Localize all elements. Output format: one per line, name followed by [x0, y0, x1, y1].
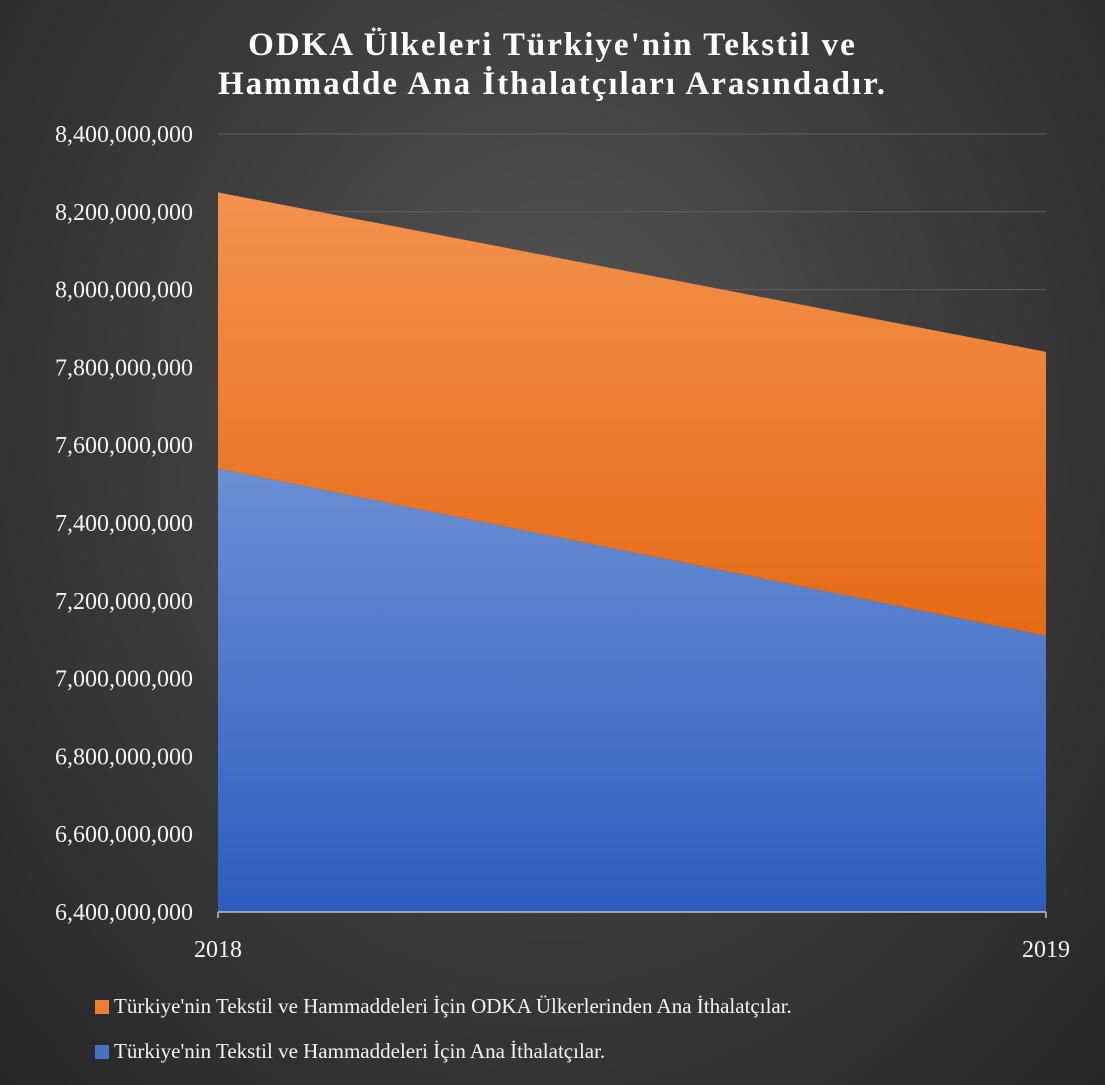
x-tick-label: 2019 — [1022, 937, 1070, 963]
y-tick-label: 8,400,000,000 — [55, 122, 193, 148]
x-axis — [217, 911, 1047, 918]
chart-title-line-2: Hammadde Ana İthalatçıları Arasındadır. — [217, 66, 888, 102]
legend-label-main-importers: Türkiye'nin Tekstil ve Hammaddeleri İçin… — [114, 1039, 606, 1063]
legend-item-odka-importers: Türkiye'nin Tekstil ve Hammaddeleri İçin… — [95, 994, 792, 1019]
area-series-2 — [218, 192, 1046, 636]
y-tick-label: 8,200,000,000 — [55, 200, 193, 226]
x-tick-label: 2018 — [194, 937, 242, 963]
y-tick-label: 7,000,000,000 — [55, 667, 193, 693]
y-tick-label: 7,800,000,000 — [55, 355, 193, 381]
y-tick-label: 6,600,000,000 — [55, 822, 193, 848]
y-tick-label: 7,200,000,000 — [55, 589, 193, 615]
y-axis-tick-labels: 6,400,000,000 6,600,000,000 6,800,000,000 7… — [55, 122, 193, 926]
y-tick-label: 7,400,000,000 — [55, 511, 193, 537]
chart-title: ODKA Ülkeleri Türkiye'nin Tekstil ve Ham… — [0, 26, 1105, 104]
y-tick-label: 6,400,000,000 — [55, 900, 193, 926]
legend-label-odka-importers: Türkiye'nin Tekstil ve Hammaddeleri İçin… — [114, 994, 792, 1018]
y-tick-label: 7,600,000,000 — [55, 433, 193, 459]
y-tick-label: 8,000,000,000 — [55, 278, 193, 304]
legend-item-main-importers: Türkiye'nin Tekstil ve Hammaddeleri İçin… — [95, 1039, 605, 1064]
area-series-1 — [218, 468, 1046, 912]
chart-title-line-1: ODKA Ülkeleri Türkiye'nin Tekstil ve — [248, 27, 857, 63]
legend-swatch-blue — [95, 1044, 109, 1059]
legend-swatch-orange — [95, 999, 109, 1014]
y-tick-label: 6,800,000,000 — [55, 744, 193, 770]
x-axis-tick-labels: 2018 2019 — [194, 937, 1070, 963]
area-series-group — [218, 192, 1046, 912]
